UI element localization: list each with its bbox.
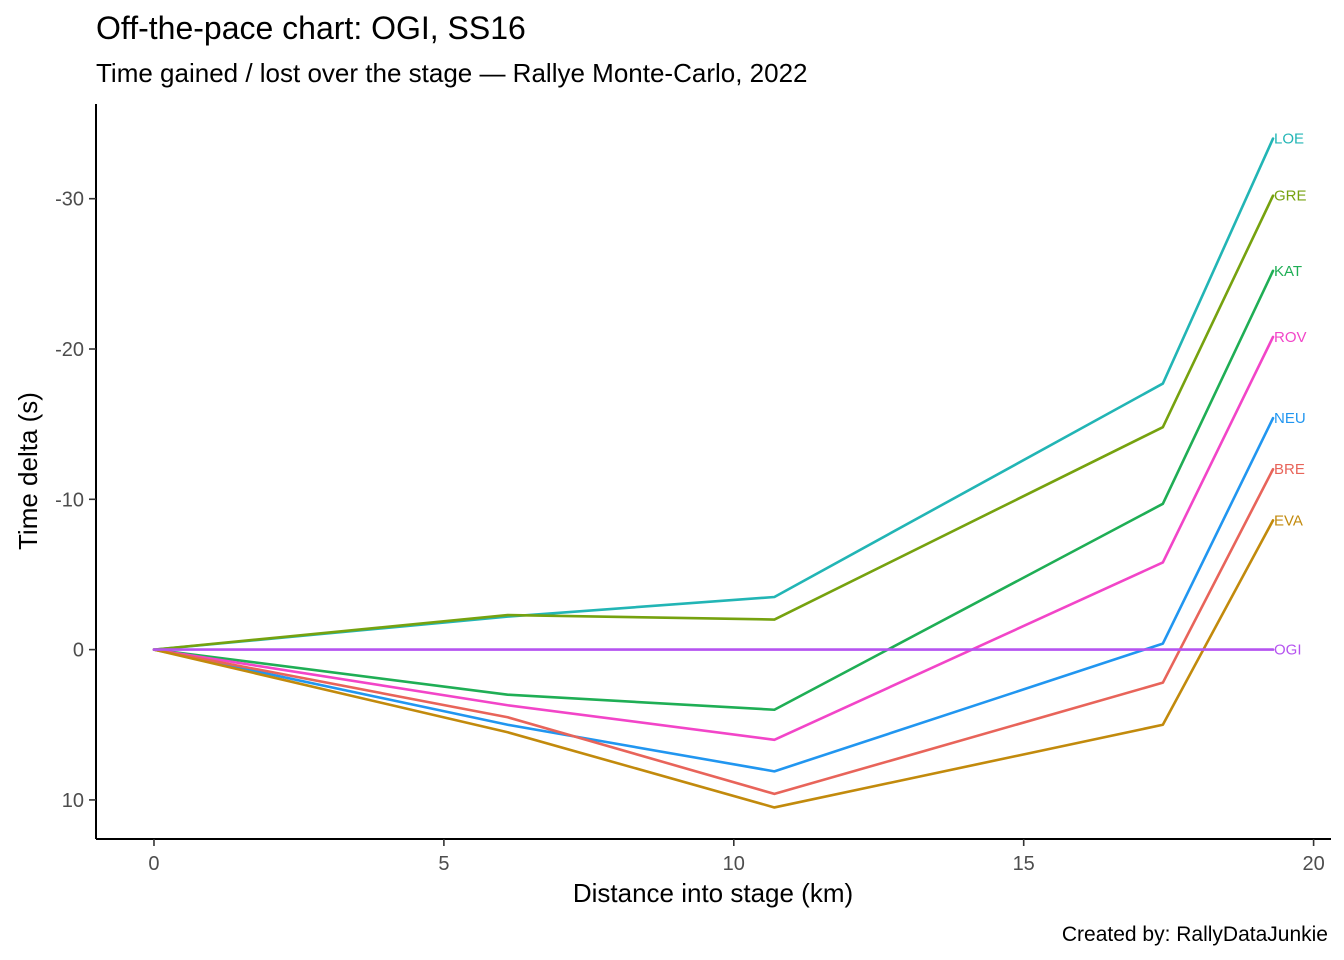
series-line-loe [152, 137, 1275, 651]
chart-subtitle: Time gained / lost over the stage — Rall… [96, 58, 808, 88]
series-label-gre: GRE [1274, 188, 1307, 205]
y-tick-label: -30 [55, 189, 84, 211]
series-label-neu: NEU [1274, 410, 1306, 427]
x-axis-ticks: 0 5 10 15 20 [148, 839, 1325, 875]
series-line-kat [152, 269, 1275, 712]
y-tick-label: 10 [62, 790, 84, 812]
series-label-ogi: OGI [1274, 642, 1302, 659]
series-label-bre: BRE [1274, 461, 1305, 478]
x-tick-label: 20 [1302, 853, 1324, 875]
y-tick-label: -20 [55, 339, 84, 361]
x-tick-label: 0 [148, 853, 159, 875]
series-line-neu [152, 416, 1275, 773]
series-label-loe: LOE [1274, 131, 1304, 148]
series-label-group: LOE GRE KAT ROV NEU BRE EVA OGI [1274, 131, 1307, 659]
series-group [152, 137, 1275, 809]
y-axis-ticks: -30 -20 -10 0 10 [55, 189, 96, 812]
x-tick-label: 5 [438, 853, 449, 875]
chart-caption: Created by: RallyDataJunkie [1062, 923, 1328, 946]
x-tick-label: 10 [723, 853, 745, 875]
series-line-rov [152, 335, 1275, 742]
series-label-kat: KAT [1274, 263, 1302, 280]
x-tick-label: 15 [1013, 853, 1035, 875]
y-tick-label: -10 [55, 489, 84, 511]
plot-area: LOE GRE KAT ROV NEU BRE EVA OGI [152, 131, 1307, 809]
series-line-bre [152, 467, 1275, 796]
y-tick-label: 0 [73, 640, 84, 662]
x-axis-title: Distance into stage (km) [573, 878, 853, 908]
series-label-rov: ROV [1274, 329, 1307, 346]
series-line-eva [152, 519, 1275, 809]
series-line-gre [152, 194, 1275, 651]
chart-title: Off-the-pace chart: OGI, SS16 [96, 10, 526, 46]
series-label-eva: EVA [1274, 512, 1303, 529]
y-axis-title: Time delta (s) [13, 392, 43, 550]
